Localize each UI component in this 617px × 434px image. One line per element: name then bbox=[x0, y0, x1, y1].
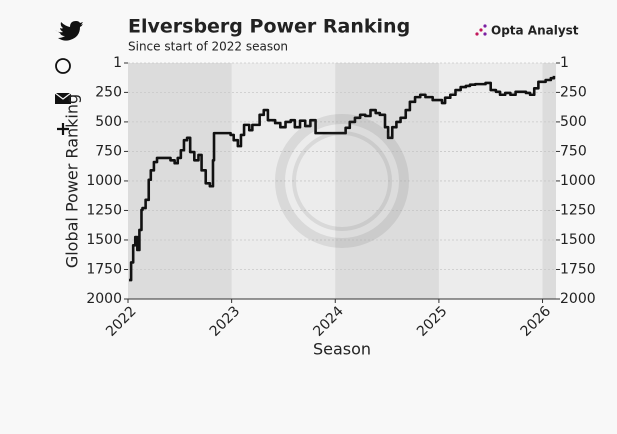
y-tick-label: 1250 bbox=[86, 202, 122, 218]
watermark-ring bbox=[275, 114, 409, 248]
share-icons bbox=[54, 21, 83, 135]
y-tick-label: 500 bbox=[95, 114, 122, 130]
y-tick-label: 750 bbox=[95, 143, 122, 159]
chart-subtitle: Since start of 2022 season bbox=[128, 40, 288, 54]
y2-tick-label: 1750 bbox=[560, 261, 596, 277]
whatsapp-icon[interactable] bbox=[55, 58, 71, 74]
y2-tick-label: 1 bbox=[560, 55, 569, 71]
y-tick-label: 250 bbox=[95, 84, 122, 100]
y-axis-label: Global Power Ranking bbox=[63, 94, 82, 268]
y-tick-label: 1750 bbox=[86, 261, 122, 277]
brand-logo: Opta Analyst bbox=[475, 24, 579, 38]
brand-name: Opta Analyst bbox=[491, 24, 579, 38]
season-band bbox=[335, 63, 439, 299]
y2-tick-label: 2000 bbox=[560, 291, 596, 307]
logo-dot bbox=[483, 32, 487, 36]
y-tick-label: 2000 bbox=[86, 291, 122, 307]
ranking-line bbox=[129, 75, 556, 282]
y2-tick-label: 500 bbox=[560, 114, 587, 130]
mail-flap bbox=[54, 92, 72, 100]
plot-area: 1250500750100012501500175020001250500750… bbox=[86, 55, 595, 340]
twitter-icon[interactable] bbox=[55, 21, 83, 41]
chart-title: Elversberg Power Ranking bbox=[128, 16, 410, 38]
logo-dot bbox=[475, 32, 479, 36]
logo-dot bbox=[479, 28, 483, 32]
plus-icon[interactable] bbox=[57, 123, 69, 135]
y2-tick-label: 1500 bbox=[560, 232, 596, 248]
y-tick-label: 1500 bbox=[86, 232, 122, 248]
y-tick-label: 1000 bbox=[86, 173, 122, 189]
logo-dot bbox=[483, 24, 487, 28]
watermark bbox=[275, 114, 409, 248]
y2-tick-label: 1250 bbox=[560, 202, 596, 218]
y2-tick-label: 1000 bbox=[560, 173, 596, 189]
watermark-ring bbox=[292, 131, 392, 231]
y-tick-label: 1 bbox=[113, 55, 122, 71]
y2-tick-label: 250 bbox=[560, 84, 587, 100]
y2-tick-label: 750 bbox=[560, 143, 587, 159]
x-axis-label: Season bbox=[313, 340, 371, 359]
